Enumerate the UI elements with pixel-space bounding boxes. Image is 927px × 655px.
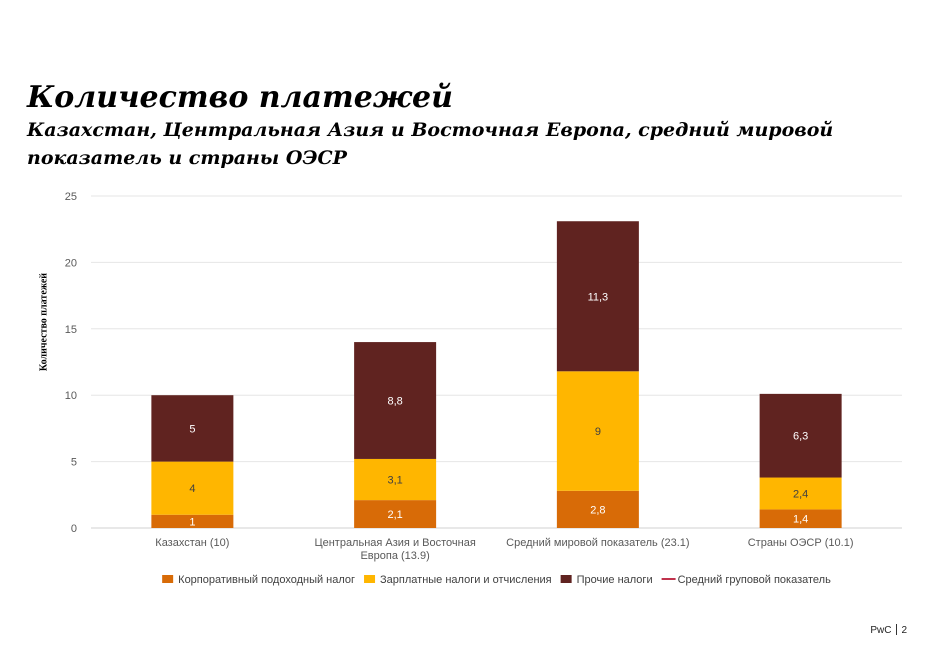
data-label: 2,1 [387,509,402,521]
y-tick-label: 5 [71,457,77,469]
data-label: 1 [189,516,195,528]
y-tick-label: 15 [65,324,77,336]
data-label: 9 [595,426,601,438]
x-axis-labels: Казахстан (10) Центральная Азия и Восточн… [155,537,853,562]
legend-swatch [162,575,174,583]
legend: Корпоративный подоходный налог Зарплатные… [162,574,831,586]
data-label: 6,3 [793,431,808,443]
footer-separator [896,624,898,635]
y-tick-label: 0 [71,523,77,535]
legend-label: Прочие налоги [577,574,653,586]
footer: PwC 2 [870,624,907,636]
bar-segment [354,500,437,528]
y-tick-label: 20 [65,257,77,269]
data-label: 2,4 [793,488,808,500]
data-label: 3,1 [387,475,402,487]
x-tick-label: Страны ОЭСР (10.1) [748,537,854,549]
legend-label: Корпоративный подоходный налог [178,574,355,586]
x-tick-label: Центральная Азия и Восточная [314,537,475,549]
x-tick-label: Европа (13.9) [360,550,429,562]
legend-label: Зарплатные налоги и отчисления [380,574,552,586]
legend-swatch [560,575,572,583]
legend-swatch [364,575,376,583]
bar-segment [759,477,842,510]
bar-segment [354,342,437,459]
bar-segment [556,221,639,372]
data-label: 2,8 [590,504,605,516]
bar-segment [354,458,437,501]
bar-segment [556,490,639,528]
bar-segment [151,461,234,515]
stacked-bar-chart: 0 5 10 15 20 25 1 4 5 2,1 3,1 8,8 2,8 9 11,3 1,4 2,4 6,3… [65,191,902,586]
bar-segment [759,509,842,528]
bar-segment [556,371,639,491]
data-label: 5 [189,423,195,435]
data-label: 8,8 [387,396,402,408]
data-label: 1,4 [793,514,808,526]
data-label: 11,3 [588,291,609,303]
y-tick-label: 10 [65,390,77,402]
page-subtitle: Казахстан, Центральная Азия и Восточная … [27,119,834,169]
y-tick-label: 25 [65,191,77,203]
bar-segment [151,514,234,528]
legend-label: Средний груповой показатель [678,574,832,586]
bars: 1 4 5 2,1 3,1 8,8 2,8 9 11,3 1,4 2,4 6,3 [151,221,842,528]
bar-segment [151,395,234,462]
x-tick-label: Средний мировой показатель (23.1) [506,537,689,549]
bar-segment [759,393,842,478]
data-label: 4 [189,483,195,495]
footer-brand: PwC [870,625,892,636]
page-title: Количество платежей [27,80,453,115]
x-tick-label: Казахстан (10) [155,537,229,549]
y-axis-ticks: 0 5 10 15 20 25 [65,191,77,535]
footer-page-number: 2 [901,625,907,636]
